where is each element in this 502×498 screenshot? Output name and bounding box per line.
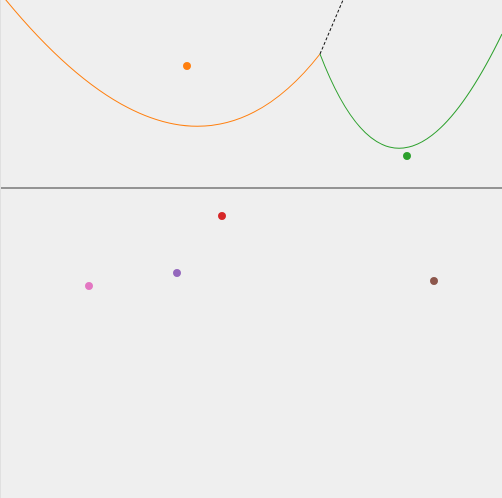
green-parabola xyxy=(319,33,502,149)
purple-site xyxy=(173,269,181,277)
orange-site xyxy=(183,62,191,70)
brown-site xyxy=(430,277,438,285)
voronoi-edge-dashed xyxy=(319,0,344,55)
green-site xyxy=(403,152,411,160)
pink-site xyxy=(85,282,93,290)
red-site xyxy=(218,212,226,220)
orange-parabola xyxy=(5,0,321,127)
